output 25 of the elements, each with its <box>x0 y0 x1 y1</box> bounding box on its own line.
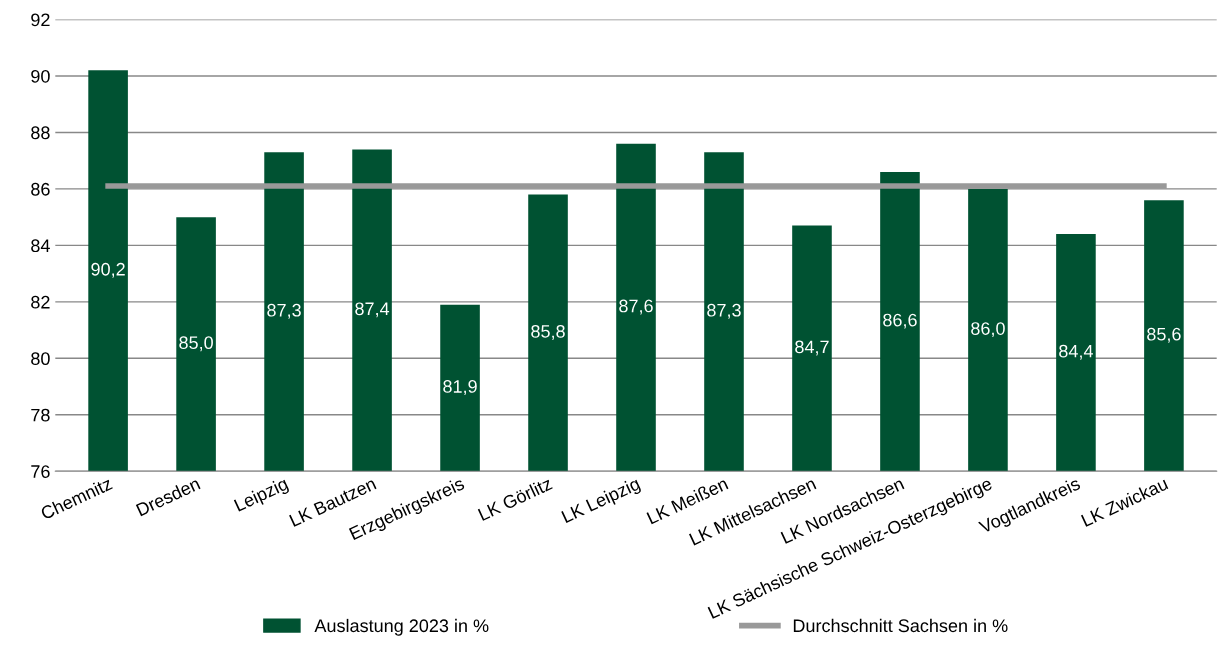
y-tick-label: 80 <box>31 352 50 366</box>
data-label: 85,6 <box>1147 327 1181 343</box>
data-label: 81,9 <box>443 380 477 395</box>
y-tick-label: 86 <box>31 182 50 196</box>
data-label: 85,8 <box>531 324 565 340</box>
data-label: 84,4 <box>1059 344 1093 360</box>
data-label: 86,6 <box>883 313 917 329</box>
legend-label: Auslastung 2023 in % <box>314 618 489 636</box>
data-label: 87,6 <box>619 299 653 315</box>
y-tick-label: 88 <box>31 126 50 140</box>
y-tick-label: 82 <box>31 295 50 309</box>
y-tick-label: 92 <box>31 13 50 27</box>
y-tick-label: 90 <box>31 69 50 83</box>
data-label: 87,3 <box>707 303 741 319</box>
data-label: 84,7 <box>795 340 829 356</box>
y-tick-label: 84 <box>31 239 50 253</box>
y-tick-label: 76 <box>31 465 50 478</box>
y-tick-label: 78 <box>31 408 50 422</box>
data-label: 87,4 <box>355 302 390 318</box>
data-label: 90,2 <box>91 262 125 278</box>
data-label: 85,0 <box>179 336 213 352</box>
legend-label: Durchschnitt Sachsen in % <box>793 618 1008 633</box>
data-label: 86,0 <box>971 322 1005 338</box>
x-tick-label: LK Görlitz <box>477 476 553 521</box>
data-label: 87,3 <box>267 303 301 319</box>
